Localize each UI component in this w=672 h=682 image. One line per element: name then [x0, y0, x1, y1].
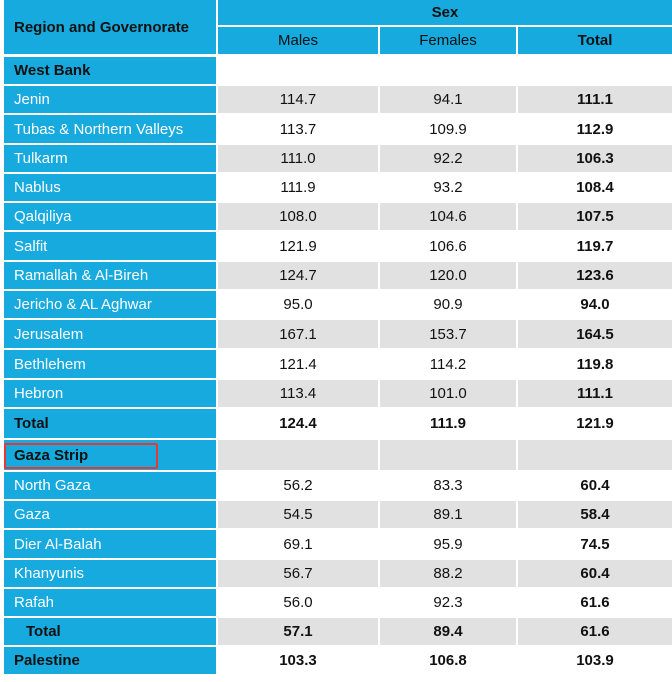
- males-value: 57.1: [218, 618, 378, 645]
- header-region-governorate: Region and Governorate: [4, 0, 216, 54]
- males-value: [218, 440, 378, 470]
- males-value: 56.0: [218, 589, 378, 616]
- total-value: 107.5: [518, 203, 672, 230]
- region-label: Jenin: [4, 86, 216, 113]
- total-value: 112.9: [518, 115, 672, 143]
- females-value: 89.4: [380, 618, 516, 645]
- region-label: Tubas & Northern Valleys: [4, 115, 216, 143]
- total-value: 119.8: [518, 350, 672, 378]
- males-value: 108.0: [218, 203, 378, 230]
- males-value: 124.4: [218, 409, 378, 438]
- header-sex: Sex: [218, 0, 672, 25]
- males-value: 103.3: [218, 647, 378, 674]
- females-value: 114.2: [380, 350, 516, 378]
- header-total: Total: [518, 27, 672, 54]
- females-value: 89.1: [380, 501, 516, 528]
- region-label: Qalqiliya: [4, 203, 216, 230]
- total-value: [518, 440, 672, 470]
- total-value: 111.1: [518, 86, 672, 113]
- palestine-label: Palestine: [4, 647, 216, 674]
- males-value: 113.7: [218, 115, 378, 143]
- region-label: Jericho & AL Aghwar: [4, 291, 216, 318]
- total-value: 61.6: [518, 618, 672, 645]
- region-label: Gaza: [4, 501, 216, 528]
- total-value: [518, 57, 672, 84]
- females-value: 109.9: [380, 115, 516, 143]
- females-value: 111.9: [380, 409, 516, 438]
- males-value: 111.0: [218, 145, 378, 172]
- total-value: 60.4: [518, 472, 672, 499]
- total-value: 121.9: [518, 409, 672, 438]
- females-value: 106.6: [380, 232, 516, 260]
- total-value: 94.0: [518, 291, 672, 318]
- region-label: Nablus: [4, 174, 216, 201]
- males-value: 56.2: [218, 472, 378, 499]
- females-value: [380, 57, 516, 84]
- region-label: Khanyunis: [4, 560, 216, 587]
- females-value: 120.0: [380, 262, 516, 289]
- males-value: 114.7: [218, 86, 378, 113]
- total-value: 119.7: [518, 232, 672, 260]
- males-value: 56.7: [218, 560, 378, 587]
- header-females: Females: [380, 27, 516, 54]
- gaza-strip-highlight-box: [4, 443, 158, 469]
- males-value: 69.1: [218, 530, 378, 558]
- region-label: Ramallah & Al-Bireh: [4, 262, 216, 289]
- females-value: 106.8: [380, 647, 516, 674]
- females-value: 95.9: [380, 530, 516, 558]
- males-value: 113.4: [218, 380, 378, 407]
- total-label: Total: [4, 618, 216, 645]
- males-value: [218, 57, 378, 84]
- males-value: 95.0: [218, 291, 378, 318]
- region-label: Hebron: [4, 380, 216, 407]
- females-value: 92.2: [380, 145, 516, 172]
- females-value: 93.2: [380, 174, 516, 201]
- region-label: Dier Al-Balah: [4, 530, 216, 558]
- males-value: 167.1: [218, 320, 378, 348]
- females-value: 92.3: [380, 589, 516, 616]
- males-value: 54.5: [218, 501, 378, 528]
- region-label: Rafah: [4, 589, 216, 616]
- total-value: 123.6: [518, 262, 672, 289]
- females-value: [380, 440, 516, 470]
- total-value: 61.6: [518, 589, 672, 616]
- total-value: 58.4: [518, 501, 672, 528]
- males-value: 111.9: [218, 174, 378, 201]
- header-males: Males: [218, 27, 378, 54]
- males-value: 121.4: [218, 350, 378, 378]
- region-label: Salfit: [4, 232, 216, 260]
- males-value: 124.7: [218, 262, 378, 289]
- males-value: 121.9: [218, 232, 378, 260]
- total-value: 164.5: [518, 320, 672, 348]
- females-value: 101.0: [380, 380, 516, 407]
- females-value: 153.7: [380, 320, 516, 348]
- females-value: 94.1: [380, 86, 516, 113]
- females-value: 90.9: [380, 291, 516, 318]
- region-label: Bethlehem: [4, 350, 216, 378]
- females-value: 88.2: [380, 560, 516, 587]
- females-value: 83.3: [380, 472, 516, 499]
- total-value: 108.4: [518, 174, 672, 201]
- total-value: 74.5: [518, 530, 672, 558]
- region-label: Tulkarm: [4, 145, 216, 172]
- females-value: 104.6: [380, 203, 516, 230]
- section-label: Gaza Strip: [4, 440, 216, 470]
- total-value: 103.9: [518, 647, 672, 674]
- total-label: Total: [4, 409, 216, 438]
- section-label: West Bank: [4, 57, 216, 84]
- region-label: North Gaza: [4, 472, 216, 499]
- total-value: 111.1: [518, 380, 672, 407]
- region-label: Jerusalem: [4, 320, 216, 348]
- total-value: 60.4: [518, 560, 672, 587]
- total-value: 106.3: [518, 145, 672, 172]
